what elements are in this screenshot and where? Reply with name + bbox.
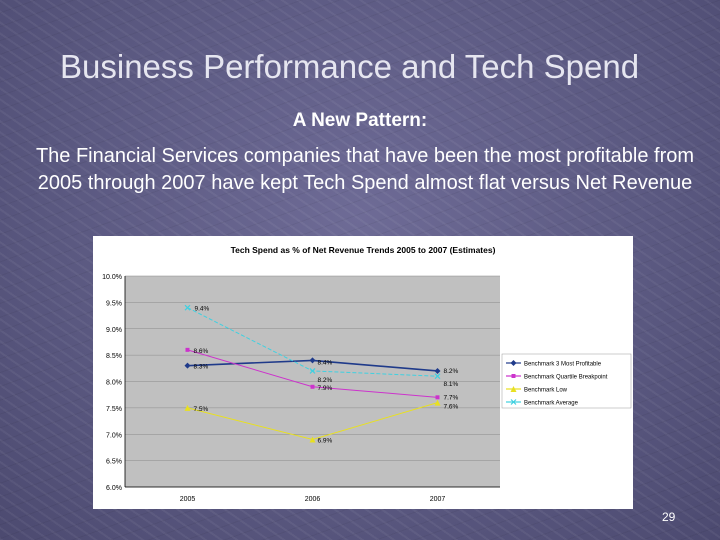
data-label: 7.7% [444, 394, 459, 401]
legend-marker [510, 360, 517, 366]
y-tick-label: 8.0% [106, 380, 122, 387]
data-point [185, 347, 190, 352]
data-point [184, 404, 191, 411]
y-tick-label: 10.0% [102, 274, 122, 281]
data-label: 8.2% [318, 377, 333, 384]
slide-title: Business Performance and Tech Spend [60, 48, 640, 85]
data-point [434, 373, 441, 380]
data-label: 9.4% [195, 306, 210, 313]
legend-marker [511, 374, 516, 378]
legend-marker [510, 399, 517, 405]
slide-subtitle: A New Pattern: [292, 110, 428, 131]
data-label: 8.2% [444, 368, 459, 375]
data-label: 6.9% [318, 438, 333, 445]
data-point [310, 384, 315, 389]
y-tick-label: 7.0% [106, 432, 122, 439]
data-point [309, 436, 316, 443]
slide-body-text: The Financial Services companies that ha… [35, 145, 695, 194]
data-label: 8.4% [318, 359, 333, 366]
y-tick-label: 9.0% [106, 327, 122, 334]
chart-title: Tech Spend as % of Net Revenue Trends 20… [231, 245, 496, 255]
legend-entry: Benchmark 3 Most Profitable [524, 362, 602, 368]
y-tick-label: 6.0% [106, 485, 122, 492]
chart-legend [501, 353, 632, 409]
legend-entry: Benchmark Low [524, 388, 568, 394]
page-number: 29 [662, 510, 676, 524]
data-point [309, 357, 316, 364]
data-label: 7.6% [444, 404, 459, 411]
data-point [309, 368, 316, 374]
data-label: 8.3% [194, 364, 209, 371]
x-tick-label: 2006 [305, 496, 321, 503]
data-label: 7.9% [318, 385, 333, 392]
data-label: 8.6% [194, 348, 209, 355]
data-label: 8.1% [444, 381, 459, 388]
line-chart: Tech Spend as % of Net Revenue Trends 20… [102, 245, 632, 503]
legend-entry: Benchmark Quartile Breakpoint [524, 375, 608, 381]
data-label: 7.5% [194, 406, 209, 413]
legend-entry: Benchmark Average [524, 401, 579, 407]
y-tick-label: 8.5% [106, 353, 122, 360]
legend-marker [510, 386, 517, 392]
data-point [184, 362, 191, 369]
chart-container: Tech Spend as % of Net Revenue Trends 20… [93, 236, 633, 509]
data-point [435, 395, 440, 400]
data-point [434, 367, 441, 374]
x-tick-label: 2005 [180, 496, 196, 503]
x-tick-label: 2007 [430, 496, 446, 503]
y-tick-label: 6.5% [106, 459, 122, 466]
y-tick-label: 9.5% [106, 300, 122, 307]
y-tick-label: 7.5% [106, 406, 122, 413]
data-point [434, 399, 441, 406]
data-point [184, 304, 191, 311]
